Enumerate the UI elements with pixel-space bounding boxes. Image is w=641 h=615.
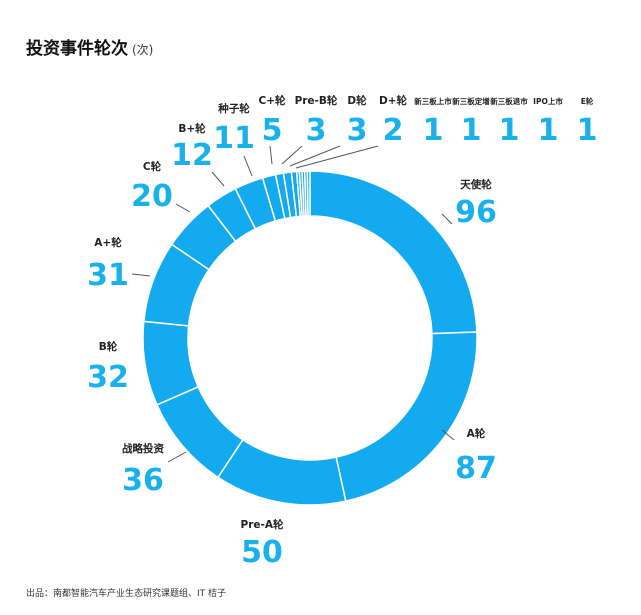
- leader-line: [131, 273, 151, 277]
- slice-value-label: 96: [455, 195, 497, 230]
- slice-value-label: 32: [87, 360, 129, 395]
- slice-value-label: 31: [87, 258, 129, 293]
- labels: 天使轮96A轮87Pre-A轮50战略投资36B轮32A+轮31C轮20B+轮1…: [87, 94, 597, 570]
- slice-category-label: A轮: [467, 427, 486, 440]
- slice-category-label: 新三板退市: [490, 96, 528, 106]
- leader-line: [167, 451, 187, 463]
- slice-category-label: Pre-B轮: [295, 94, 338, 107]
- slice-value-label: 1: [423, 113, 444, 148]
- slice-category-label: B轮: [99, 340, 118, 353]
- leader-line: [281, 145, 303, 165]
- slice-category-label: 新三板定增: [452, 96, 490, 106]
- slice-value-label: 3: [306, 113, 327, 148]
- slice-category-label: 天使轮: [460, 178, 492, 191]
- slice-value-label: 1: [499, 113, 520, 148]
- slice-category-label: D+轮: [379, 94, 408, 107]
- slice-value-label: 50: [241, 535, 283, 570]
- leader-line: [211, 171, 225, 187]
- slice-category-label: C+轮: [258, 94, 286, 107]
- chart-title-text: 投资事件轮次: [26, 39, 128, 59]
- leader-line: [441, 213, 453, 225]
- slice-category-label: B+轮: [178, 122, 206, 135]
- donut-slice: [306, 170, 311, 217]
- slice-value-label: 87: [455, 451, 497, 486]
- slice-value-label: 20: [131, 179, 173, 214]
- chart-title: 投资事件轮次 (次): [26, 34, 153, 59]
- slice-value-label: 1: [538, 113, 559, 148]
- source-note: 出品：南都智能汽车产业生态研究课题组、IT 桔子: [26, 589, 227, 599]
- slice-value-label: 12: [171, 138, 213, 173]
- leader-line: [289, 145, 341, 167]
- chart-unit: (次): [132, 43, 154, 57]
- slice-category-label: 战略投资: [122, 442, 164, 455]
- leader-line: [441, 429, 455, 441]
- slice-category-label: 种子轮: [217, 102, 250, 115]
- leader-line: [175, 203, 191, 213]
- slice-category-label: Pre-A轮: [241, 518, 284, 531]
- leader-line: [269, 145, 273, 165]
- slice-value-label: 1: [461, 113, 482, 148]
- slice-value-label: 5: [262, 113, 283, 148]
- slice-category-label: E轮: [581, 96, 594, 106]
- slice-category-label: D轮: [347, 94, 367, 107]
- slice-value-label: 1: [577, 113, 598, 148]
- slice-category-label: C轮: [143, 160, 162, 173]
- donut-slice: [309, 170, 478, 335]
- slice-category-label: IPO上市: [533, 96, 563, 106]
- slice-category-label: A+轮: [94, 236, 122, 249]
- slice-value-label: 36: [122, 463, 164, 498]
- slice-value-label: 3: [347, 113, 368, 148]
- slice-value-label: 2: [383, 113, 404, 148]
- slice-value-label: 11: [213, 121, 255, 156]
- slices: [142, 170, 478, 506]
- leader-line: [243, 155, 253, 177]
- leader-line: [295, 145, 379, 169]
- slice-category-label: 新三板上市: [414, 96, 452, 106]
